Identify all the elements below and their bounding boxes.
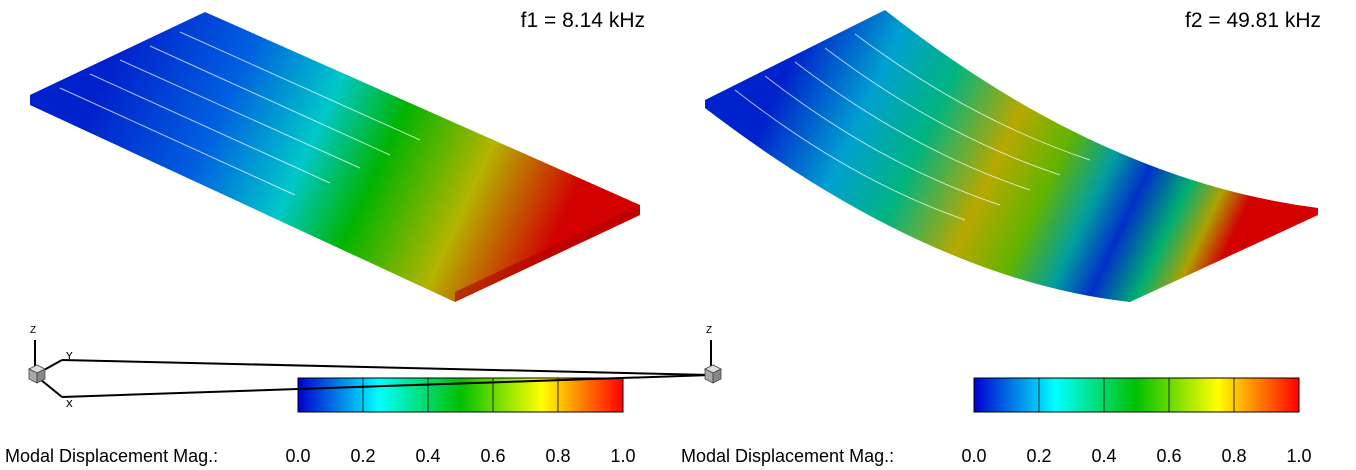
colorbar <box>973 377 1300 413</box>
plate-2 <box>705 10 1318 302</box>
colorbar-tick-label: 1.0 <box>610 446 635 466</box>
colorbar-tick-label: 0.0 <box>961 446 986 466</box>
triad-label: X <box>66 399 73 410</box>
panel-title: f2 = 49.81 kHz <box>1185 9 1321 32</box>
axis-y <box>61 359 712 376</box>
triad-label: Z <box>706 325 712 336</box>
colorbar-label: Modal Displacement Mag.: <box>5 446 218 466</box>
colorbar-label: Modal Displacement Mag.: <box>681 446 894 466</box>
triad-label: Z <box>30 325 36 336</box>
colorbar-tick-label: 0.4 <box>415 446 440 466</box>
triad-label: Y <box>66 351 73 362</box>
triad-cube <box>704 364 722 384</box>
panel-title: f1 = 8.14 kHz <box>521 9 645 32</box>
colorbar-tick-label: 0.6 <box>480 446 505 466</box>
colorbar-tick-label: 0.6 <box>1156 446 1181 466</box>
colorbar-tick-label: 0.2 <box>1026 446 1051 466</box>
triad-label: X <box>66 399 73 410</box>
triad-cube <box>28 364 46 384</box>
colorbar-tick-label: 0.4 <box>1091 446 1116 466</box>
colorbar-tick-label: 0.8 <box>545 446 570 466</box>
axis-x <box>61 374 712 398</box>
colorbar-tick-label: 0.2 <box>350 446 375 466</box>
colorbar-tick-label: 0.8 <box>1221 446 1246 466</box>
colorbar-tick-label: 1.0 <box>1286 446 1311 466</box>
plate-1 <box>30 12 640 302</box>
panel: f2 = 49.81 kHz Z Y X Modal Displacement Mag.… <box>61 9 1321 466</box>
colorbar-tick-label: 0.0 <box>285 446 310 466</box>
triad-label: Y <box>66 351 73 362</box>
